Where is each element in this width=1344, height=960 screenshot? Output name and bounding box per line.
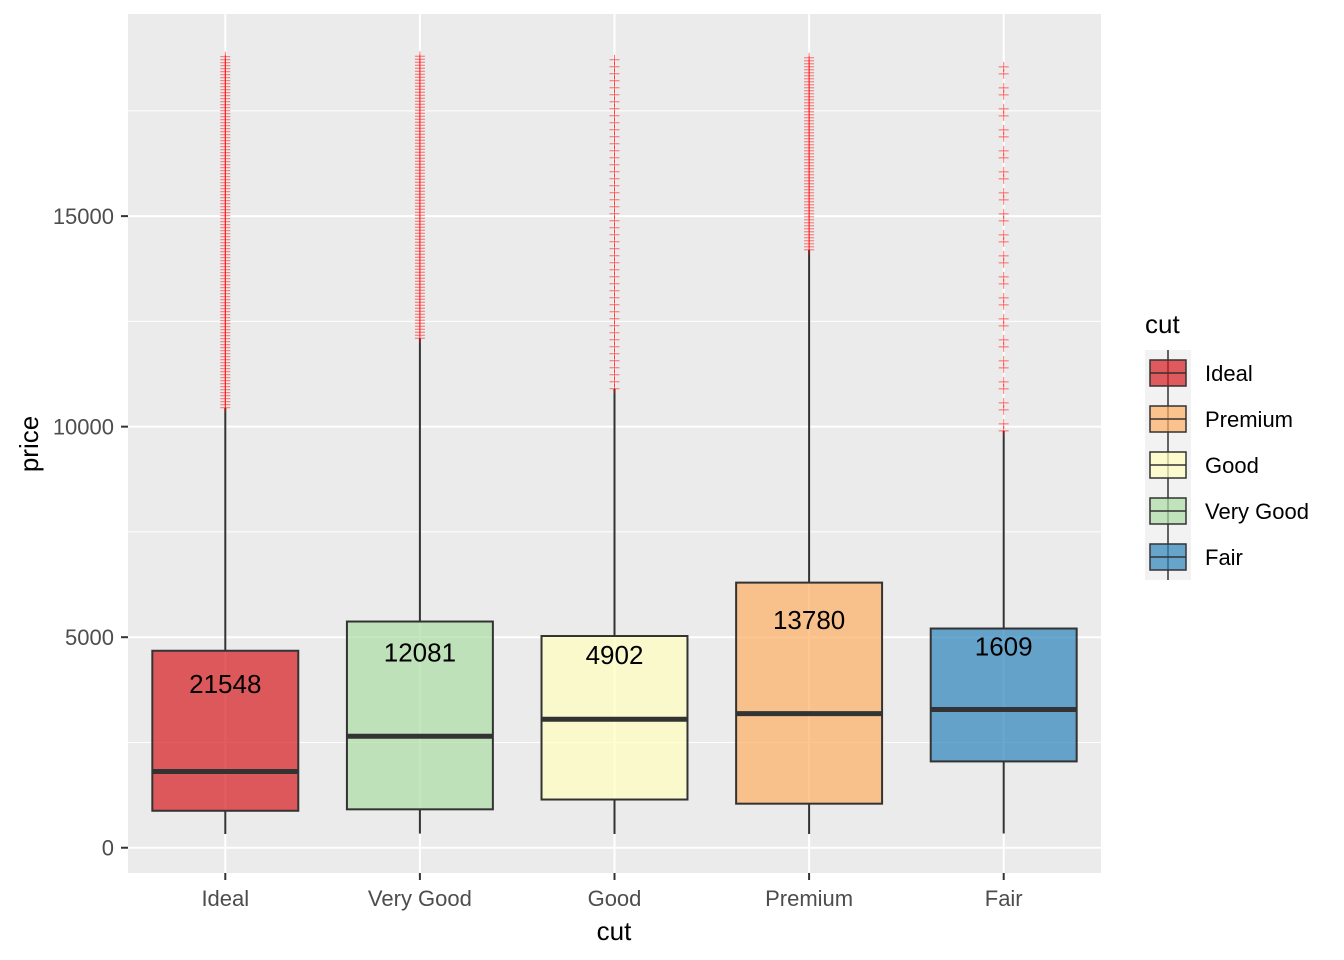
outliers-premium: [804, 52, 815, 255]
legend: cut Ideal Premium Good Very Good Fair: [1145, 309, 1309, 580]
outliers-ideal: [220, 51, 231, 413]
box-body: [151, 649, 300, 812]
x-axis-title: cut: [597, 916, 632, 946]
x-tick-label: Very Good: [368, 886, 472, 911]
box-ideal: [151, 407, 300, 835]
legend-label: Ideal: [1205, 361, 1253, 386]
y-tick-label: 5000: [65, 625, 114, 650]
legend-item-ideal: Ideal: [1145, 350, 1253, 396]
legend-item-premium: Premium: [1145, 396, 1293, 442]
y-tick-label: 15000: [53, 204, 114, 229]
count-label: 4902: [586, 640, 644, 670]
outliers-fair: [998, 61, 1009, 436]
legend-item-very-good: Very Good: [1145, 488, 1309, 534]
x-tick-label: Ideal: [201, 886, 249, 911]
legend-label: Very Good: [1205, 499, 1309, 524]
boxes-layer: [151, 249, 1078, 835]
legend-title: cut: [1145, 309, 1180, 339]
box-body: [345, 620, 494, 811]
outliers-layer: [220, 51, 1009, 436]
x-tick-label: Premium: [765, 886, 853, 911]
box-body: [735, 581, 884, 805]
x-tick-label: Good: [588, 886, 642, 911]
box-fair: [929, 430, 1078, 834]
x-tick-label: Fair: [985, 886, 1023, 911]
y-axis: 0 5000 10000 15000: [53, 204, 128, 861]
y-tick-label: 0: [102, 836, 114, 861]
box-very-good: [345, 338, 494, 834]
legend-label: Premium: [1205, 407, 1293, 432]
legend-item-fair: Fair: [1145, 534, 1243, 580]
legend-item-good: Good: [1145, 442, 1259, 488]
count-label: 1609: [975, 632, 1033, 662]
box-premium: [735, 249, 884, 835]
y-tick-label: 10000: [53, 415, 114, 440]
count-label: 12081: [384, 637, 456, 667]
legend-label: Good: [1205, 453, 1259, 478]
outliers-good: [609, 54, 620, 394]
count-label: 21548: [189, 669, 261, 699]
count-labels-layer: 21548 12081 4902 13780 1609: [189, 605, 1032, 699]
box-body: [929, 627, 1078, 763]
outliers-very-good: [414, 51, 425, 344]
legend-label: Fair: [1205, 545, 1243, 570]
box-good: [540, 388, 689, 834]
count-label: 13780: [773, 605, 845, 635]
y-axis-title: price: [14, 416, 44, 472]
x-axis: Ideal Very Good Good Premium Fair: [201, 873, 1023, 911]
